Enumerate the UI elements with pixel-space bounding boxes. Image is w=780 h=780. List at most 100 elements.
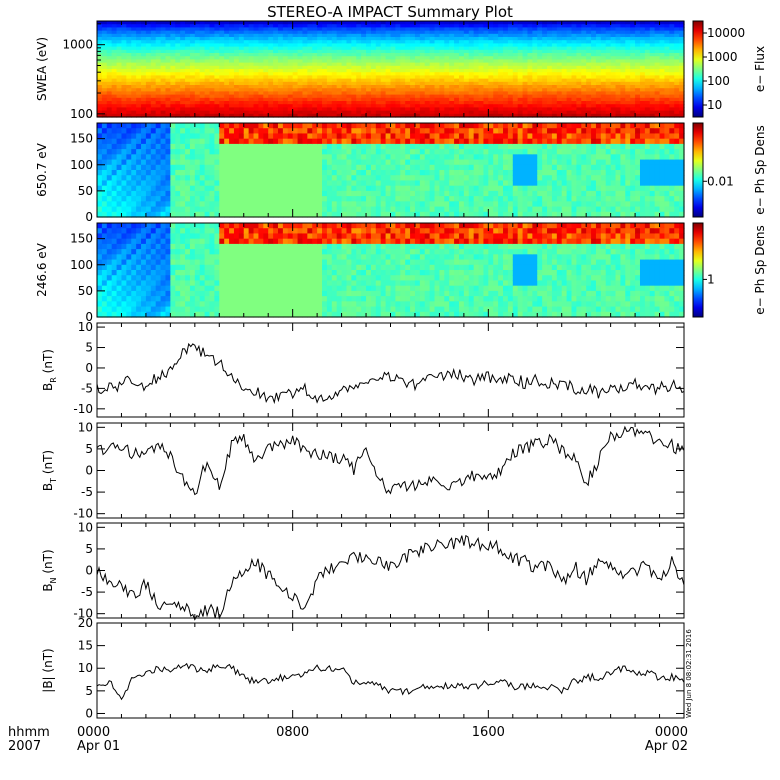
heatmap-cell <box>106 110 113 115</box>
heatmap-cell <box>219 72 225 76</box>
heatmap-cell <box>336 53 343 57</box>
heatmap-cell <box>238 201 245 208</box>
heatmap-cell <box>551 46 558 51</box>
heatmap-cell <box>551 78 558 83</box>
colorbar <box>692 20 704 118</box>
heatmap-cell <box>180 97 186 102</box>
heatmap-cell <box>287 69 294 73</box>
heatmap-cell <box>444 24 450 28</box>
heatmap-cell <box>155 56 162 60</box>
heatmap-cell <box>160 143 167 150</box>
heatmap-cell <box>121 33 127 38</box>
heatmap-cell <box>395 138 401 145</box>
heatmap-cell <box>625 104 631 108</box>
heatmap-cell <box>439 85 445 89</box>
heatmap-cell <box>106 97 113 102</box>
heatmap-cell <box>556 62 563 67</box>
heatmap-cell <box>141 180 147 187</box>
heatmap-cell <box>263 128 269 135</box>
heatmap-cell <box>444 49 450 54</box>
heatmap-cell <box>532 91 538 96</box>
heatmap-cell <box>424 185 431 192</box>
heatmap-cell <box>219 190 225 197</box>
heatmap-cell <box>576 91 582 96</box>
heatmap-cell <box>395 81 401 86</box>
heatmap-cell <box>503 43 509 48</box>
heatmap-cell <box>180 59 186 64</box>
heatmap-cell <box>253 154 260 161</box>
heatmap-cell <box>380 30 387 35</box>
heatmap-cell <box>194 143 201 150</box>
heatmap-cell <box>356 24 362 28</box>
heatmap-cell <box>620 69 626 73</box>
heatmap-cell <box>331 164 338 171</box>
heatmap-cell <box>454 110 460 115</box>
heatmap-cell <box>97 30 103 35</box>
heatmap-cell <box>488 72 494 76</box>
heatmap-cell <box>263 59 269 64</box>
heatmap-cell <box>385 75 392 80</box>
heatmap-cell <box>434 21 441 25</box>
heatmap-cell <box>165 123 171 129</box>
heatmap-cell <box>444 133 450 140</box>
heatmap-cell <box>97 175 103 182</box>
heatmap-cell <box>390 88 396 92</box>
heatmap-cell <box>566 21 573 25</box>
heatmap-cell <box>312 190 318 197</box>
heatmap-cell <box>478 78 485 83</box>
heatmap-cell <box>341 37 348 41</box>
heatmap-cell <box>366 69 372 73</box>
heatmap-cell <box>155 40 162 44</box>
heatmap-cell <box>189 91 196 96</box>
heatmap-cell <box>498 69 504 73</box>
heatmap-cell <box>571 33 577 38</box>
heatmap-cell <box>468 24 475 28</box>
heatmap-cell <box>312 69 318 73</box>
heatmap-cell <box>449 211 455 218</box>
heatmap-cell <box>150 69 157 73</box>
heatmap-cell <box>131 123 137 129</box>
heatmap-cell <box>175 94 181 99</box>
heatmap-cell <box>282 85 289 89</box>
heatmap-cell <box>170 59 176 64</box>
heatmap-cell <box>145 59 152 64</box>
heatmap-cell <box>233 138 240 145</box>
heatmap-cell <box>615 91 622 96</box>
heatmap-cell <box>258 149 264 155</box>
heatmap-cell <box>97 94 103 99</box>
heatmap-cell <box>659 104 666 108</box>
heatmap-cell <box>478 72 485 76</box>
heatmap-cell <box>522 107 529 112</box>
heatmap-cell <box>317 143 323 150</box>
heatmap-cell <box>131 53 137 57</box>
heatmap-cell <box>659 65 666 70</box>
heatmap-cell <box>253 175 260 182</box>
heatmap-cell <box>620 97 626 102</box>
heatmap-cell <box>238 94 245 99</box>
heatmap-cell <box>542 62 548 67</box>
heatmap-cell <box>444 46 450 51</box>
heatmap-cell <box>194 159 201 166</box>
heatmap-cell <box>370 113 377 118</box>
heatmap-cell <box>165 180 171 187</box>
heatmap-cell <box>664 62 670 67</box>
heatmap-cell <box>243 88 250 92</box>
heatmap-cell <box>121 56 127 60</box>
heatmap-cell <box>390 190 396 197</box>
heatmap-cell <box>160 43 167 48</box>
heatmap-cell <box>532 69 538 73</box>
heatmap-cell <box>454 211 460 218</box>
heatmap-cell <box>165 138 171 145</box>
heatmap-cell <box>243 107 250 112</box>
heatmap-cell <box>463 37 470 41</box>
heatmap-cell <box>126 21 132 25</box>
heatmap-cell <box>586 110 592 115</box>
heatmap-cell <box>586 59 592 64</box>
heatmap-cell <box>97 33 103 38</box>
heatmap-cell <box>273 97 279 102</box>
heatmap-cell <box>145 85 152 89</box>
heatmap-cell <box>219 185 225 192</box>
heatmap-cell <box>439 180 445 187</box>
heatmap-cell <box>155 143 162 150</box>
heatmap-cell <box>400 59 406 64</box>
